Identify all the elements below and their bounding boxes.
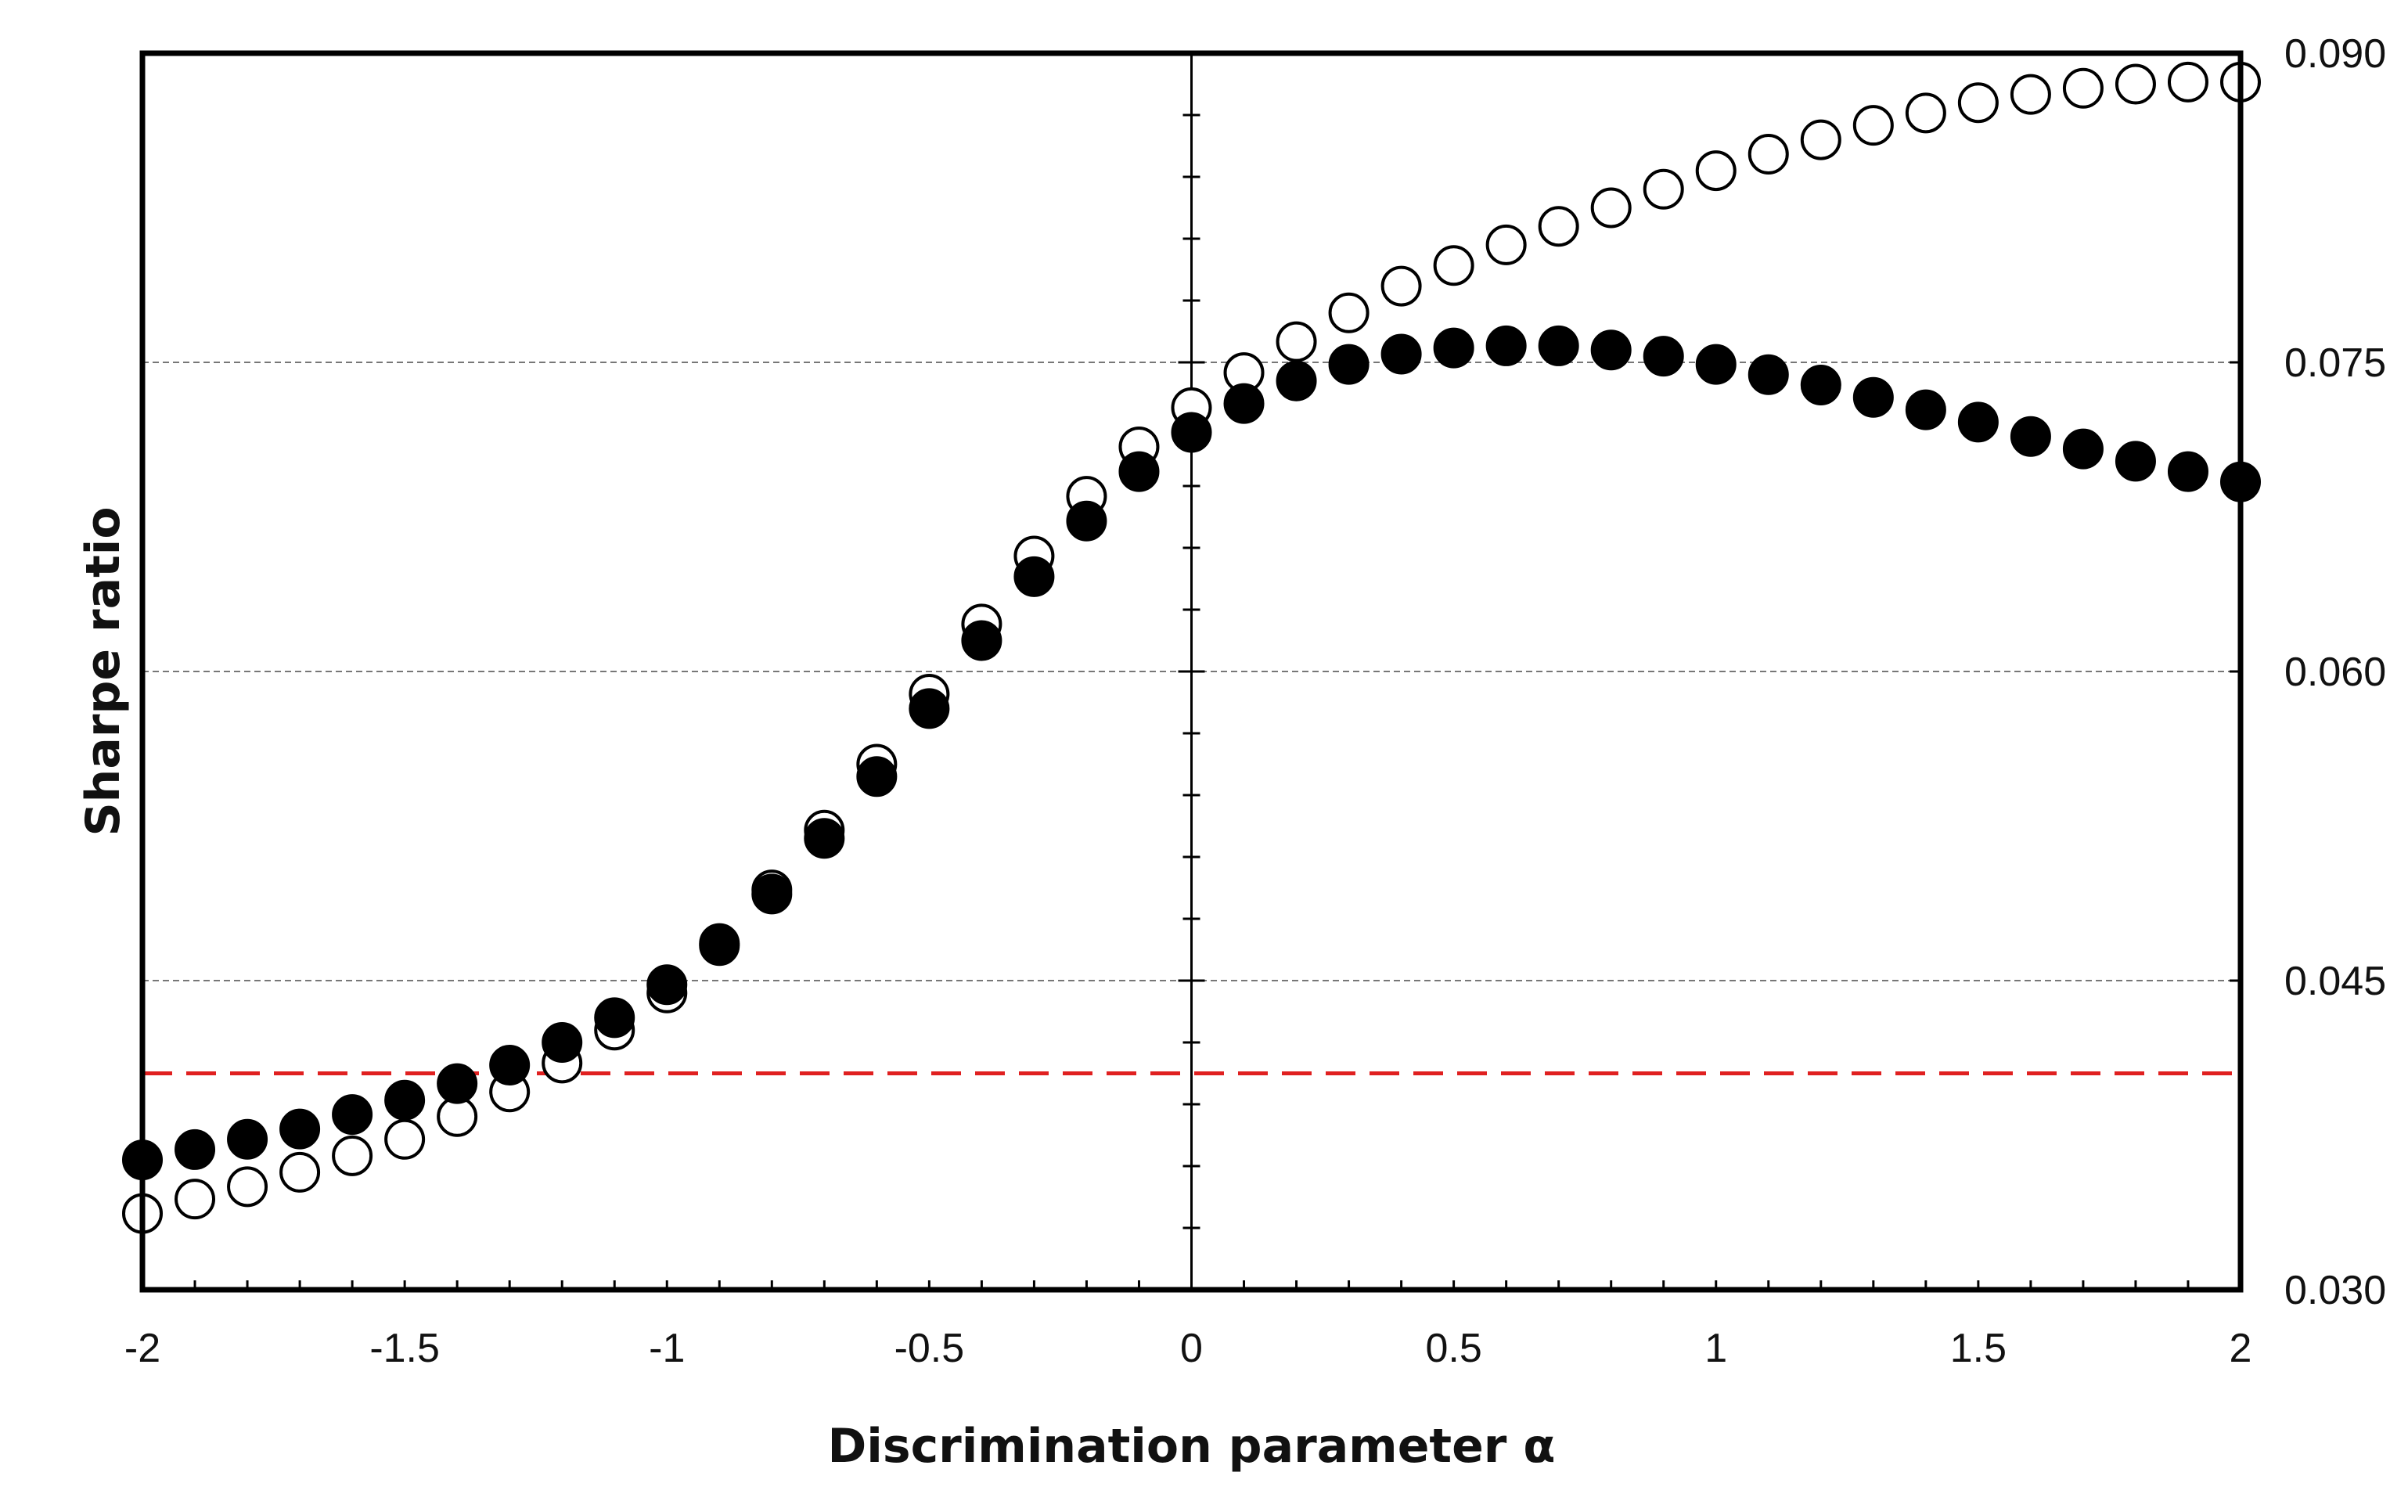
x-tick-label: 0 [1180,1326,1203,1371]
x-tick-label: -1.5 [369,1326,440,1371]
filled-point-35 [1957,401,1999,443]
filled-point-33 [1852,376,1894,418]
filled-point-13 [804,818,845,859]
x-tick-label: 1 [1704,1326,1727,1371]
open-point-24 [1380,265,1422,307]
open-point-26 [1485,224,1527,265]
filled-point-15 [909,688,950,729]
open-point-27 [1538,206,1579,247]
y-tick-label: 0.060 [2284,650,2386,695]
filled-point-2 [227,1118,268,1160]
filled-point-30 [1695,344,1737,385]
open-point-22 [1276,321,1317,362]
open-point-36 [2010,74,2051,115]
filled-point-31 [1748,354,1789,395]
open-point-25 [1433,245,1474,286]
filled-point-21 [1223,383,1265,424]
filled-point-23 [1328,344,1370,385]
x-tick-label: -0.5 [894,1326,965,1371]
filled-point-6 [437,1063,478,1104]
filled-point-32 [1800,364,1841,405]
y-axis-title: Sharpe ratio [76,506,131,836]
open-point-35 [1957,82,1999,124]
filled-point-19 [1118,451,1160,492]
open-point-39 [2167,61,2208,103]
x-tick-labels: -2 -1.5 -1 -0.5 0 0.5 1 1.5 2 [124,1326,2252,1371]
filled-point-27 [1538,325,1579,366]
open-point-38 [2115,63,2156,105]
y-tick-label: 0.075 [2284,340,2386,386]
y-tick-label: 0.045 [2284,959,2386,1004]
open-point-33 [1852,105,1894,146]
filled-point-36 [2010,416,2051,457]
filled-point-29 [1643,336,1684,377]
filled-point-10 [646,964,688,1006]
filled-point-3 [279,1108,321,1150]
filled-point-34 [1905,389,1946,430]
filled-point-26 [1485,325,1527,366]
data-points [122,61,2261,1234]
filled-point-24 [1380,333,1422,375]
filled-point-38 [2115,441,2156,482]
filled-point-12 [751,873,793,915]
open-point-2 [227,1166,268,1208]
open-point-4 [332,1135,373,1176]
y-tick-label: 0.030 [2284,1268,2386,1313]
x-tick-label: 0.5 [1425,1326,1481,1371]
plot-frame [139,50,2244,1293]
x-tick-label: -1 [649,1326,685,1371]
filled-point-20 [1171,412,1212,453]
x-axis-title: Discrimination parameter α [828,1419,1556,1474]
open-point-1 [175,1179,216,1220]
filled-point-39 [2167,451,2208,492]
x-tick-label: 1.5 [1950,1326,2007,1371]
open-point-32 [1800,119,1841,160]
open-point-29 [1643,168,1684,210]
filled-point-16 [961,620,1002,661]
open-point-34 [1905,92,1946,134]
open-point-37 [2062,67,2104,109]
x-tick-label: 2 [2230,1326,2252,1371]
filled-point-4 [332,1094,373,1136]
filled-point-22 [1276,360,1317,401]
open-point-30 [1695,150,1737,192]
filled-point-28 [1590,329,1632,371]
filled-point-17 [1013,556,1055,597]
open-point-28 [1590,187,1632,229]
filled-point-8 [542,1022,583,1063]
filled-point-14 [856,756,898,797]
filled-point-7 [489,1044,531,1085]
filled-point-18 [1066,500,1107,542]
filled-point-25 [1433,327,1474,369]
x-tick-label: -2 [124,1326,160,1371]
filled-point-1 [175,1129,216,1170]
y-tick-labels: 0.030 0.045 0.060 0.075 0.090 [2284,31,2386,1313]
filled-point-5 [384,1079,426,1121]
open-point-23 [1328,292,1370,333]
open-point-31 [1748,134,1789,175]
filled-point-37 [2062,428,2104,470]
filled-point-11 [699,925,740,967]
open-point-3 [279,1151,321,1193]
filled-point-9 [594,997,635,1039]
y-tick-label: 0.090 [2284,31,2386,77]
open-point-5 [384,1118,426,1160]
